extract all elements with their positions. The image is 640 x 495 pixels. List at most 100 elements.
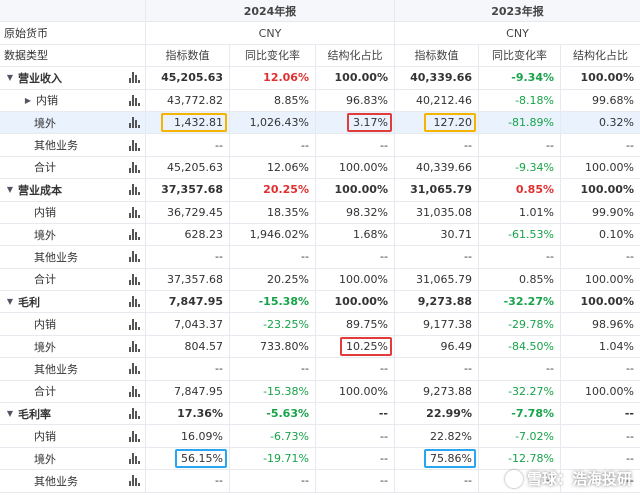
cell-yoy-2024: -- xyxy=(230,134,316,156)
row-label: 境外 xyxy=(34,340,56,354)
caret-down-icon[interactable]: ▼ xyxy=(6,73,14,83)
row-label-cell: 其他业务 xyxy=(0,358,124,379)
cell-share-2024: -- xyxy=(316,425,395,447)
cell-value-2023: 75.86% xyxy=(395,447,479,470)
table-row[interactable]: 其他业务 -- -- -- -- -- -- xyxy=(0,134,640,157)
cell-value-2023: -- xyxy=(395,470,479,492)
row-label: 合计 xyxy=(34,161,56,175)
caret-down-icon[interactable]: ▼ xyxy=(6,409,14,419)
table-row[interactable]: 境外 56.15% -19.71% -- 75.86% -12.78% -- xyxy=(0,447,640,471)
cell-yoy-2023: -81.89% xyxy=(479,111,561,134)
cell-value-2024: 45,205.63 xyxy=(146,67,230,89)
table-row[interactable]: 境外 804.57 733.80% 10.25% 96.49 -84.50% 1.04% xyxy=(0,335,640,359)
cell-yoy-2023: -29.78% xyxy=(479,313,561,335)
row-label-cell: 其他业务 xyxy=(0,470,124,491)
cell-share-2024: 3.17% xyxy=(316,111,395,134)
table-row[interactable]: 其他业务 -- -- -- -- -- -- xyxy=(0,246,640,269)
cell-value-2024: 36,729.45 xyxy=(146,201,230,223)
col-header-yoy-2023[interactable]: 同比变化率 xyxy=(479,44,561,67)
col-header-share-2023[interactable]: 结构化占比 xyxy=(573,49,628,63)
cell-value-2024: 804.57 xyxy=(146,335,230,358)
row-label-cell[interactable]: ▼ 毛利 xyxy=(0,291,124,312)
cell-value-2024: 16.09% xyxy=(146,425,230,447)
bar-chart-icon[interactable] xyxy=(124,111,146,134)
table-row[interactable]: 内销 16.09% -6.73% -- 22.82% -7.02% -- xyxy=(0,425,640,448)
bar-chart-icon[interactable] xyxy=(124,335,146,358)
cell-value-2023: 22.99% xyxy=(395,403,479,425)
group-row[interactable]: ▼ 营业成本 37,357.68 20.25% 100.00% 31,065.79 0.85… xyxy=(0,179,640,202)
row-label-cell[interactable]: ▶ 内销 xyxy=(0,90,124,111)
bar-chart-icon[interactable] xyxy=(124,380,146,403)
row-label-cell[interactable]: ▼ 营业成本 xyxy=(0,179,124,200)
cell-value-2023: 96.49 xyxy=(395,335,479,358)
bar-chart-icon[interactable] xyxy=(124,201,146,223)
table-row[interactable]: ▶ 内销 43,772.82 8.85% 96.83% 40,212.46 -8.18% 99… xyxy=(0,89,640,112)
bar-chart-icon[interactable] xyxy=(124,89,146,111)
row-label-cell[interactable]: ▼ 营业收入 xyxy=(0,67,124,88)
group-row[interactable]: ▼ 营业收入 45,205.63 12.06% 100.00% 40,339.66 -9.3… xyxy=(0,67,640,90)
group-row[interactable]: ▼ 毛利 7,847.95 -15.38% 100.00% 9,273.88 -32.27%… xyxy=(0,291,640,314)
row-label-cell: 内销 xyxy=(0,425,124,446)
cell-share-2024: 1.68% xyxy=(316,223,395,246)
col-header-yoy-2024[interactable]: 同比变化率 xyxy=(230,44,316,67)
bar-chart-icon[interactable] xyxy=(124,156,146,179)
cell-yoy-2024: -19.71% xyxy=(230,447,316,470)
caret-down-icon[interactable]: ▼ xyxy=(6,185,14,195)
table-row[interactable]: 合计 7,847.95 -15.38% 100.00% 9,273.88 -32.27% 1… xyxy=(0,380,640,404)
cell-yoy-2024: -15.38% xyxy=(230,291,316,313)
cell-value-2024: -- xyxy=(146,358,230,380)
cell-share-2023: 100.00% xyxy=(580,71,634,85)
bar-chart-icon[interactable] xyxy=(124,67,146,89)
table-row[interactable]: 合计 45,205.63 12.06% 100.00% 40,339.66 -9.34% 1… xyxy=(0,156,640,180)
cell-value-2024: 37,357.68 xyxy=(146,268,230,291)
cell-share-2024: -- xyxy=(316,134,395,156)
year-2023-header: 2023年报 xyxy=(491,4,544,18)
bar-chart-icon[interactable] xyxy=(124,425,146,447)
currency-2023: CNY xyxy=(506,26,529,40)
bar-chart-icon[interactable] xyxy=(124,268,146,291)
cell-yoy-2024: 18.35% xyxy=(230,201,316,223)
cell-yoy-2024: 20.25% xyxy=(230,268,316,291)
table-row[interactable]: 内销 7,043.37 -23.25% 89.75% 9,177.38 -29.78% 98… xyxy=(0,313,640,336)
cell-yoy-2023: 1.01% xyxy=(479,201,561,223)
cell-yoy-2024: 733.80% xyxy=(230,335,316,358)
cell-value-2023: -- xyxy=(395,358,479,380)
bar-chart-icon[interactable] xyxy=(124,447,146,470)
col-header-value-2024[interactable]: 指标数值 xyxy=(146,44,230,67)
table-row[interactable]: 其他业务 -- -- -- -- -- -- xyxy=(0,470,640,493)
cell-value-2024: 7,847.95 xyxy=(146,380,230,403)
group-row[interactable]: ▼ 毛利率 17.36% -5.63% -- 22.99% -7.78% -- xyxy=(0,403,640,426)
cell-share-2024: 100.00% xyxy=(316,67,395,89)
row-label: 内销 xyxy=(34,206,56,220)
bar-chart-icon[interactable] xyxy=(124,223,146,246)
data-type-label: 数据类型 xyxy=(4,49,48,63)
bar-chart-icon[interactable] xyxy=(124,470,146,492)
bar-chart-icon[interactable] xyxy=(124,134,146,156)
row-label-cell: 合计 xyxy=(0,381,124,402)
table-row[interactable]: 其他业务 -- -- -- -- -- -- xyxy=(0,358,640,381)
caret-down-icon[interactable]: ▼ xyxy=(6,297,14,307)
table-row[interactable]: 内销 36,729.45 18.35% 98.32% 31,035.08 1.01% 99.… xyxy=(0,201,640,224)
cell-share-2023: 99.68% xyxy=(592,93,634,107)
bar-chart-icon[interactable] xyxy=(124,291,146,313)
cell-yoy-2023: -84.50% xyxy=(479,335,561,358)
row-label-cell[interactable]: ▼ 毛利率 xyxy=(0,403,124,424)
cell-share-2024: 100.00% xyxy=(316,380,395,403)
table-row[interactable]: 境外 628.23 1,946.02% 1.68% 30.71 -61.53% 0.10% xyxy=(0,223,640,247)
cell-share-2023: 1.04% xyxy=(599,340,634,354)
table-row[interactable]: 合计 37,357.68 20.25% 100.00% 31,065.79 0.85% 10… xyxy=(0,268,640,292)
bar-chart-icon[interactable] xyxy=(124,358,146,380)
caret-right-icon[interactable]: ▶ xyxy=(24,95,32,105)
bar-chart-icon[interactable] xyxy=(124,246,146,268)
bar-chart-icon[interactable] xyxy=(124,403,146,425)
row-label: 内销 xyxy=(34,318,56,332)
cell-yoy-2024: -- xyxy=(230,358,316,380)
cell-share-2024: 98.32% xyxy=(316,201,395,223)
col-header-share-2024[interactable]: 结构化占比 xyxy=(316,44,395,67)
table-row[interactable]: 境外 1,432.81 1,026.43% 3.17% 127.20 -81.89% 0.3… xyxy=(0,111,640,135)
row-label: 合计 xyxy=(34,273,56,287)
bar-chart-icon[interactable] xyxy=(124,313,146,335)
cell-yoy-2024: 8.85% xyxy=(230,89,316,111)
bar-chart-icon[interactable] xyxy=(124,179,146,201)
col-header-value-2023[interactable]: 指标数值 xyxy=(395,44,479,67)
